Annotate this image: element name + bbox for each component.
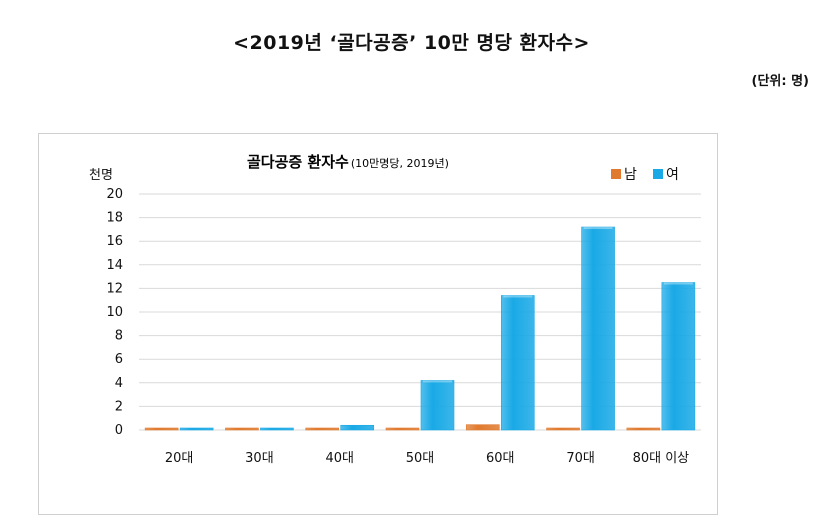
bar-female: [260, 427, 294, 431]
bar-male: [546, 427, 580, 431]
y-axis-label: 천명: [89, 168, 113, 183]
y-tick-label: 0: [115, 423, 123, 438]
y-tick-label: 14: [106, 258, 123, 273]
bar-highlight: [423, 380, 452, 383]
y-tick-label: 12: [106, 281, 123, 296]
unit-note: (단위: 명): [751, 74, 810, 89]
y-tick-label: 6: [115, 352, 123, 367]
bar-male: [144, 427, 179, 431]
bar-female: [581, 226, 615, 431]
x-tick-label: 80대 이상: [633, 451, 690, 466]
x-tick-label: 20대: [165, 451, 194, 466]
x-tick-labels: 20대 30대 40대 50대 60대 70대 80대 이상: [165, 451, 689, 466]
bar-female: [179, 427, 214, 431]
chart-title-main: 골다공증 환자수: [247, 153, 349, 171]
y-tick-label: 18: [106, 211, 123, 226]
y-tick-labels: 0 2 4 6 8 10 12 14 16 18 20: [106, 187, 123, 438]
x-tick-label: 40대: [325, 451, 354, 466]
bar-male: [465, 424, 500, 431]
bar-highlight: [583, 227, 613, 230]
bar-male: [305, 427, 340, 431]
gridlines: [139, 193, 701, 431]
legend-swatch: [611, 169, 621, 179]
y-tick-label: 20: [106, 187, 123, 202]
bar-highlight: [663, 282, 693, 285]
bar-chart: 골다공증 환자수 (10만명당, 2019년) 천명 0 2 4 6 8 10 12 14 16 1…: [89, 153, 701, 466]
x-tick-label: 60대: [486, 451, 515, 466]
bar-female: [500, 295, 535, 431]
bar-male: [626, 427, 661, 431]
bar-female: [661, 282, 696, 431]
page-title: <2019년 ‘골다공증’ 10만 명당 환자수>: [233, 32, 590, 54]
bar-male: [225, 427, 259, 431]
legend-swatch: [653, 169, 663, 179]
y-tick-label: 8: [115, 329, 123, 344]
bar-highlight: [503, 295, 533, 298]
legend-label: 남: [624, 167, 637, 183]
chart-title-sub: (10만명당, 2019년): [351, 157, 449, 170]
bar-female: [420, 380, 455, 431]
chart-frame: 골다공증 환자수 (10만명당, 2019년) 천명 0 2 4 6 8 10 12 14 16 1…: [38, 133, 718, 515]
y-tick-label: 10: [106, 305, 123, 320]
bar-female: [340, 424, 375, 431]
y-tick-label: 4: [115, 376, 123, 391]
y-tick-label: 2: [115, 399, 123, 414]
bars: [144, 226, 696, 431]
x-tick-label: 50대: [406, 451, 435, 466]
bar-male: [385, 427, 420, 431]
x-tick-label: 30대: [245, 451, 274, 466]
legend-label: 여: [666, 167, 679, 183]
y-tick-label: 16: [106, 234, 123, 249]
chart-title: 골다공증 환자수 (10만명당, 2019년): [247, 153, 449, 171]
x-tick-label: 70대: [566, 451, 595, 466]
